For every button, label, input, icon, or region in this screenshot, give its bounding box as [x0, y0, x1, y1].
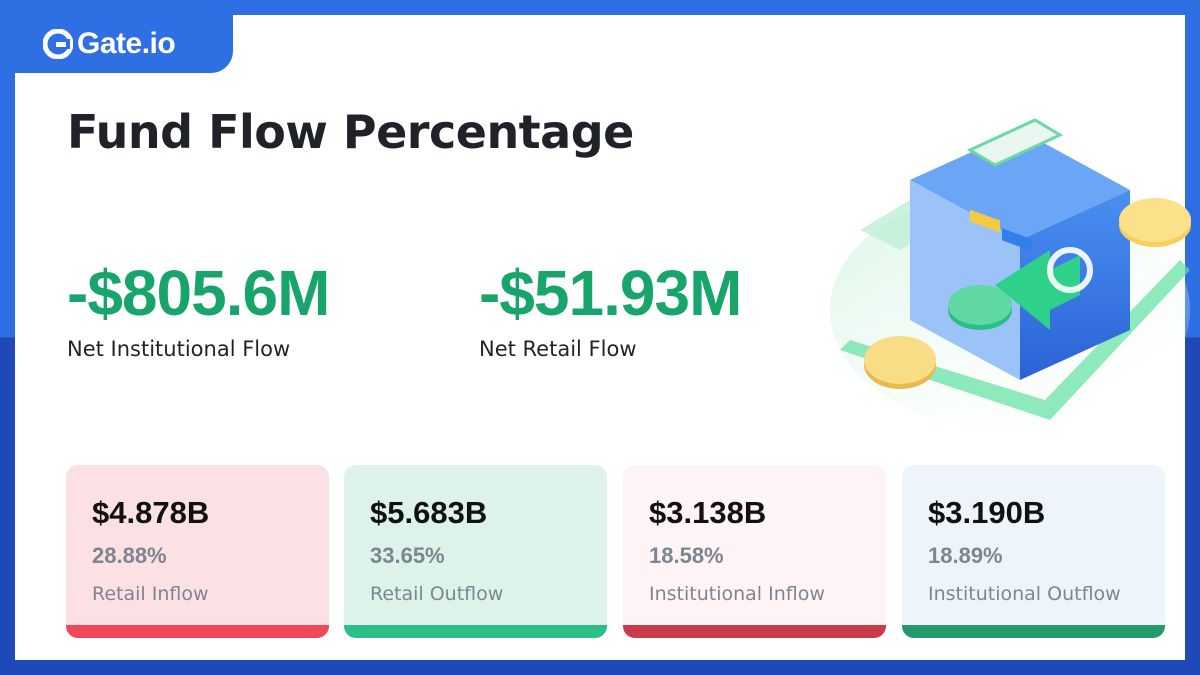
card-amount: $4.878B: [92, 495, 210, 530]
card-amount: $3.190B: [928, 495, 1046, 530]
net-institutional-label: Net Institutional Flow: [67, 337, 291, 361]
card-percent: 33.65%: [370, 543, 445, 568]
card-label: Retail Outflow: [370, 583, 504, 605]
fund-flow-box-coins-illustration: [830, 118, 1191, 430]
net-retail-flow: -$51.93M Net Retail Flow: [479, 257, 742, 361]
card-percent: 18.89%: [928, 543, 1003, 568]
card-accent-bar: [902, 625, 1165, 638]
brand-name: Gate.io: [77, 27, 176, 60]
net-institutional-flow: -$805.6M Net Institutional Flow: [67, 257, 330, 361]
card-accent-bar: [344, 625, 607, 638]
institutional-outflow-card: $3.190B 18.89% Institutional Outflow: [902, 465, 1165, 638]
net-institutional-value: -$805.6M: [67, 257, 330, 329]
card-percent: 18.58%: [649, 543, 724, 568]
card-amount: $5.683B: [370, 495, 488, 530]
retail-outflow-card: $5.683B 33.65% Retail Outflow: [344, 465, 607, 638]
card-label: Institutional Outflow: [928, 583, 1121, 605]
card-label: Institutional Inflow: [649, 583, 825, 605]
institutional-inflow-card: $3.138B 18.58% Institutional Inflow: [623, 465, 886, 638]
card-label: Retail Inflow: [92, 583, 209, 605]
page-title: Fund Flow Percentage: [67, 105, 634, 159]
gate-logo-icon: [42, 28, 74, 60]
card-amount: $3.138B: [649, 495, 767, 530]
retail-inflow-card: $4.878B 28.88% Retail Inflow: [66, 465, 329, 638]
content-panel: Gate.io Fund Flow Percentage -$805.6M Ne…: [15, 15, 1191, 660]
brand-logo[interactable]: Gate.io: [15, 15, 233, 73]
net-retail-value: -$51.93M: [479, 257, 742, 329]
card-accent-bar: [66, 625, 329, 638]
net-retail-label: Net Retail Flow: [479, 337, 637, 361]
card-accent-bar: [623, 625, 886, 638]
card-percent: 28.88%: [92, 543, 167, 568]
